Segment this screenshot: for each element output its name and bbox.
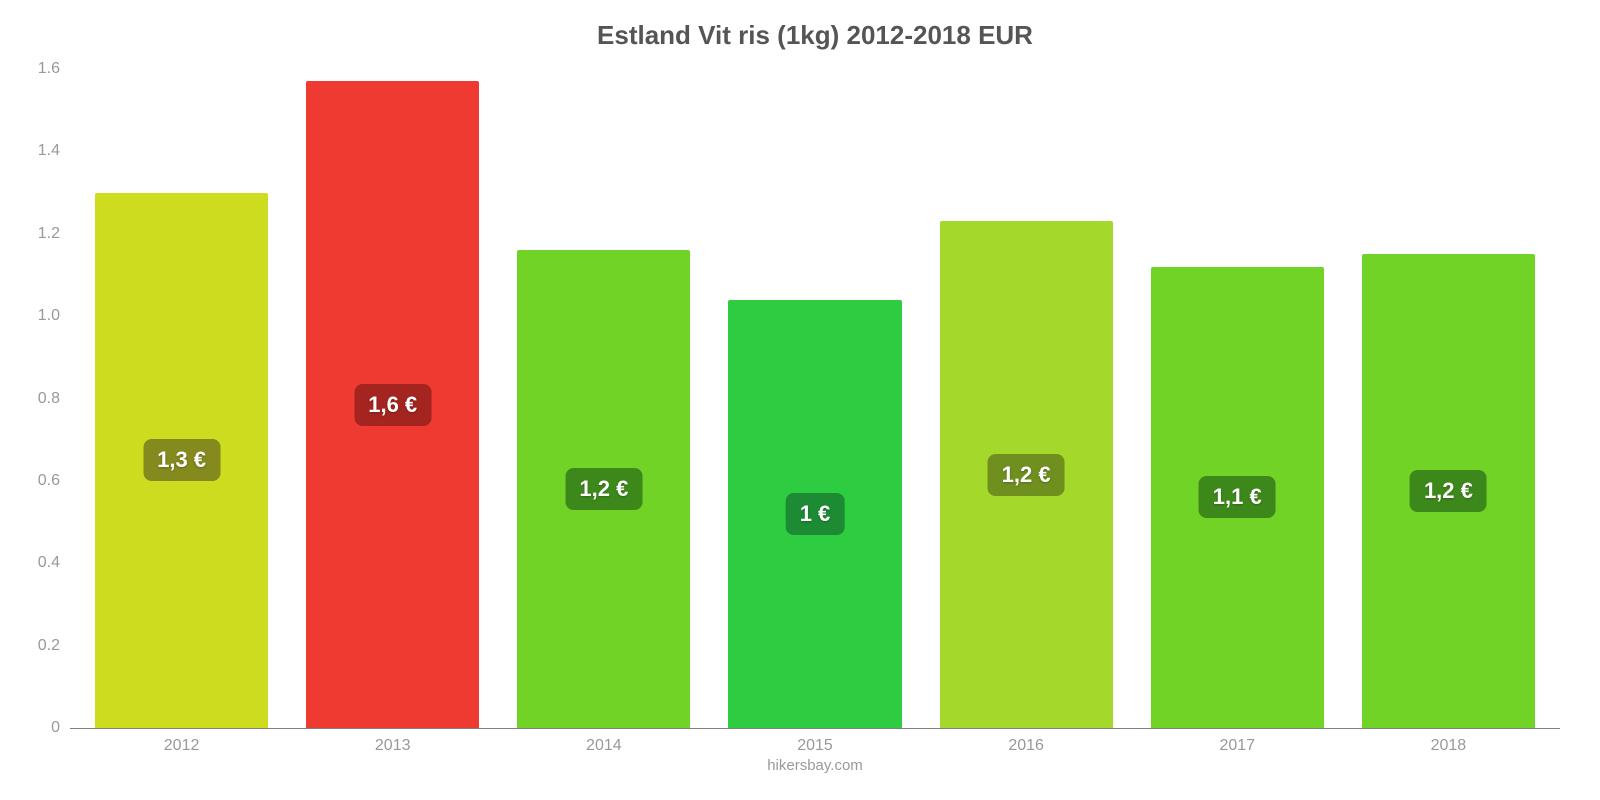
- bar-value-label: 1,2 €: [988, 454, 1065, 496]
- y-tick-label: 1.6: [38, 60, 70, 78]
- bar: 1,2 €: [940, 221, 1113, 728]
- bar-slot: 1,2 €: [1343, 69, 1554, 728]
- chart-credit: hikersbay.com: [70, 757, 1560, 774]
- x-tick-label: 2018: [1343, 737, 1554, 755]
- bar: 1,3 €: [95, 193, 268, 728]
- y-tick-label: 0: [51, 719, 70, 737]
- y-tick-label: 1.2: [38, 225, 70, 243]
- bar: 1,1 €: [1151, 267, 1324, 728]
- x-tick-label: 2014: [498, 737, 709, 755]
- bar: 1 €: [728, 300, 901, 728]
- bar-value-label: 1,2 €: [1410, 470, 1487, 512]
- bar-value-label: 1,6 €: [354, 384, 431, 426]
- bar-slot: 1,6 €: [287, 69, 498, 728]
- plot-area: 1,3 €1,6 €1,2 €1 €1,2 €1,1 €1,2 € 00.20.…: [70, 69, 1560, 729]
- y-tick-label: 0.2: [38, 637, 70, 655]
- bar-slot: 1 €: [709, 69, 920, 728]
- bar: 1,6 €: [306, 81, 479, 728]
- y-tick-label: 1.0: [38, 307, 70, 325]
- bar-slot: 1,2 €: [921, 69, 1132, 728]
- bar: 1,2 €: [1362, 254, 1535, 728]
- x-tick-label: 2017: [1132, 737, 1343, 755]
- x-axis: 2012201320142015201620172018: [70, 729, 1560, 755]
- y-tick-label: 0.6: [38, 472, 70, 490]
- y-tick-label: 0.4: [38, 554, 70, 572]
- bar-value-label: 1 €: [786, 493, 845, 535]
- x-tick-label: 2012: [76, 737, 287, 755]
- bar: 1,2 €: [517, 250, 690, 728]
- bar-value-label: 1,3 €: [143, 439, 220, 481]
- y-tick-label: 1.4: [38, 142, 70, 160]
- bar-slot: 1,2 €: [498, 69, 709, 728]
- bar-slot: 1,3 €: [76, 69, 287, 728]
- bar-value-label: 1,2 €: [565, 468, 642, 510]
- x-tick-label: 2016: [921, 737, 1132, 755]
- x-tick-label: 2013: [287, 737, 498, 755]
- bar-slot: 1,1 €: [1132, 69, 1343, 728]
- x-tick-label: 2015: [709, 737, 920, 755]
- chart-title: Estland Vit ris (1kg) 2012-2018 EUR: [70, 20, 1560, 51]
- y-tick-label: 0.8: [38, 390, 70, 408]
- bars-group: 1,3 € 1,6 € 1,2 € 1 € 1,2 € 1,1 € 1,2 €: [70, 69, 1560, 728]
- bar-value-label: 1,1 €: [1199, 476, 1276, 518]
- chart-container: Estland Vit ris (1kg) 2012-2018 EUR 1,3 …: [0, 0, 1600, 800]
